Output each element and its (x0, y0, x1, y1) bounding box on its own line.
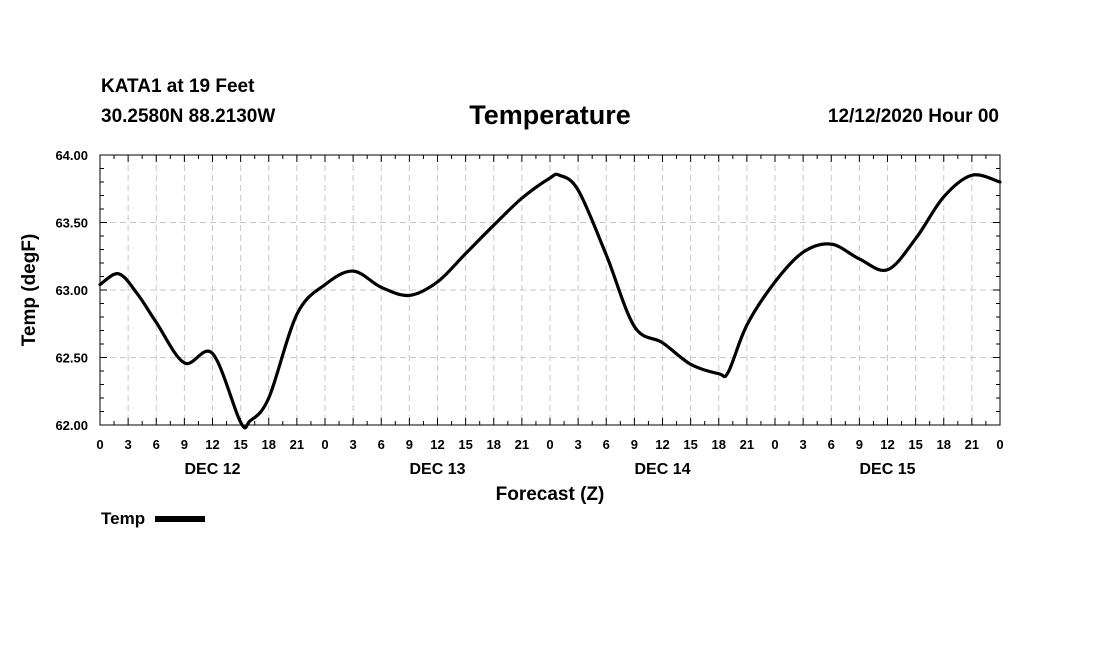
x-tick-label: 15 (458, 437, 472, 452)
plot-frame (99, 154, 1001, 426)
x-tick-label: 18 (712, 437, 726, 452)
x-tick-label: 18 (262, 437, 276, 452)
chart-title: Temperature (469, 100, 631, 130)
x-tick-label: 6 (378, 437, 385, 452)
y-axis-label: Temp (degF) (19, 234, 40, 347)
minor-ticks (99, 154, 1001, 426)
x-axis-ticks: 0 3 6 9 12 15 18 21 0 3 6 9 12 15 18 21 0 3 6 9 12 15 18 21 0 3 6 9… (96, 437, 1003, 452)
chart-title-wrap: Temperature (0, 100, 1100, 131)
x-tick-label: 12 (205, 437, 219, 452)
y-tick-label: 63.00 (55, 283, 88, 298)
x-tick-label: 18 (487, 437, 501, 452)
y-axis-ticks: 62.00 62.50 63.00 63.50 64.00 (55, 148, 88, 433)
grid-lines (100, 155, 1000, 425)
x-tick-label: 3 (800, 437, 807, 452)
day-labels: DEC 12 DEC 13 DEC 14 DEC 15 (184, 461, 915, 478)
day-label: DEC 12 (184, 461, 240, 478)
x-axis-label: Forecast (Z) (496, 484, 605, 505)
x-tick-label: 0 (771, 437, 778, 452)
x-tick-label: 15 (908, 437, 922, 452)
temp-series-line (98, 172, 1002, 430)
y-tick-label: 64.00 (55, 148, 88, 163)
day-label: DEC 15 (859, 461, 915, 478)
x-tick-label: 18 (937, 437, 951, 452)
x-tick-label: 12 (655, 437, 669, 452)
x-tick-label: 6 (828, 437, 835, 452)
x-tick-label: 0 (546, 437, 553, 452)
x-tick-label: 6 (153, 437, 160, 452)
x-tick-label: 12 (880, 437, 894, 452)
day-label: DEC 14 (634, 461, 690, 478)
day-label: DEC 13 (409, 461, 465, 478)
y-tick-label: 62.00 (55, 418, 88, 433)
x-tick-label: 9 (406, 437, 413, 452)
model-run-time: 12/12/2020 Hour 00 (827, 106, 999, 127)
x-tick-label: 21 (965, 437, 979, 452)
x-tick-label: 3 (350, 437, 357, 452)
x-tick-label: 3 (125, 437, 132, 452)
x-tick-label: 15 (233, 437, 247, 452)
y-tick-label: 63.50 (55, 216, 88, 231)
station-label: KATA1 at 19 Feet (101, 76, 255, 97)
x-tick-label: 0 (96, 437, 103, 452)
x-tick-label: 21 (740, 437, 754, 452)
x-tick-label: 6 (603, 437, 610, 452)
legend: Temp (101, 509, 206, 529)
station-coords: 30.2580N 88.2130W (101, 106, 276, 127)
legend-line-swatch (155, 516, 206, 522)
x-tick-label: 3 (575, 437, 582, 452)
x-tick-label: 9 (856, 437, 863, 452)
x-tick-label: 12 (430, 437, 444, 452)
x-tick-label: 21 (515, 437, 529, 452)
x-tick-label: 9 (181, 437, 188, 452)
legend-label: Temp (101, 509, 146, 528)
x-tick-label: 0 (321, 437, 328, 452)
x-tick-label: 0 (996, 437, 1003, 452)
x-tick-label: 15 (683, 437, 697, 452)
y-tick-label: 62.50 (55, 351, 88, 366)
x-tick-label: 9 (631, 437, 638, 452)
x-tick-label: 21 (290, 437, 304, 452)
